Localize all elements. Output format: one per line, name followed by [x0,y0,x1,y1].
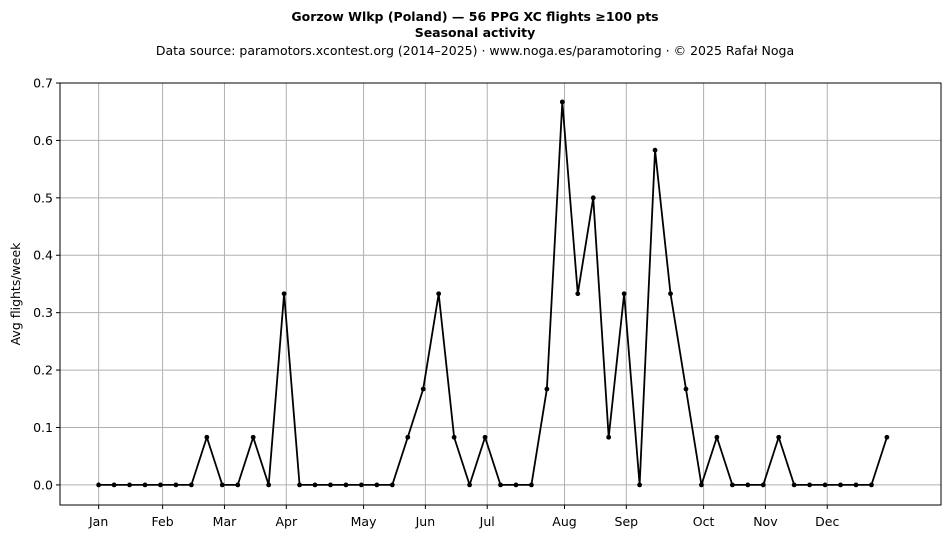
x-axis: Jan Feb Mar Apr May Jun Jul Aug Sep Oct Nov Dec [88,505,839,529]
data-point [745,482,751,488]
data-point [853,482,859,488]
y-tick-label: 0.5 [33,190,53,205]
data-point [436,291,442,297]
x-tick-label: Apr [275,514,297,529]
y-tick-label: 0.7 [33,76,53,91]
x-tick-label: Nov [753,514,778,529]
data-point [266,482,272,488]
data-point [358,482,364,488]
data-point [451,434,457,440]
x-tick-label: Jun [415,514,436,529]
data-point [714,434,720,440]
data-point [250,434,256,440]
chart-subtitle: Seasonal activity [414,25,536,40]
data-point [760,482,766,488]
data-point [606,434,612,440]
data-point [482,434,488,440]
data-point [498,482,503,488]
data-point [575,291,581,297]
data-point [281,291,287,297]
x-tick-label: Oct [693,514,715,529]
data-point [513,482,519,488]
data-point [188,482,194,488]
data-point [374,482,380,488]
y-tick-label: 0.2 [33,363,53,378]
data-point [884,434,890,440]
data-points [96,99,890,488]
x-tick-label: May [351,514,377,529]
y-tick-label: 0.4 [33,248,53,263]
data-point [142,482,148,488]
x-tick-label: Mar [213,514,237,529]
data-point [529,482,534,488]
chart-title: Gorzow Wlkp (Poland) — 56 PPG XC flights… [291,9,659,24]
data-point [467,482,472,488]
data-point [96,482,102,488]
y-tick-label: 0.0 [33,477,53,492]
data-point [420,386,426,392]
data-point [776,434,782,440]
data-point [389,482,395,488]
x-tick-label: Sep [615,514,639,529]
data-point [559,99,565,105]
series-line-layer [98,101,888,486]
y-tick-label: 0.1 [33,420,53,435]
data-point [699,482,704,488]
data-point [544,386,550,392]
data-point [791,482,797,488]
data-point [204,434,210,440]
chart-source: Data source: paramotors.xcontest.org (20… [155,43,795,58]
x-tick-label: Feb [152,514,174,529]
data-point [235,482,241,488]
data-point [405,434,411,440]
data-point [111,482,117,488]
y-axis-label: Avg flights/week [8,242,23,346]
data-point [729,482,735,488]
y-tick-label: 0.6 [33,133,53,148]
y-tick-label: 0.3 [33,305,53,320]
x-tick-label: Jul [479,514,495,529]
data-point [807,482,813,488]
data-point [869,482,874,488]
plot-frame [59,82,942,506]
data-point [683,386,689,392]
x-tick-label: Jan [88,514,108,529]
data-point [219,482,225,488]
data-point [637,482,643,488]
data-point [173,482,179,488]
x-tick-label: Aug [552,514,576,529]
data-point [838,482,843,488]
data-point [127,482,132,488]
data-point [668,291,673,297]
data-point [328,482,333,488]
y-axis: 0.0 0.1 0.2 0.3 0.4 0.5 0.6 0.7 [33,76,60,492]
data-point [312,482,318,488]
data-point [590,195,596,201]
x-tick-label: Dec [815,514,839,529]
data-point [158,482,163,488]
series-line [98,101,888,486]
data-point [343,482,349,488]
data-point [621,291,627,297]
data-point [652,147,658,153]
data-point [822,482,828,488]
data-point [297,482,302,488]
grid [60,82,941,505]
